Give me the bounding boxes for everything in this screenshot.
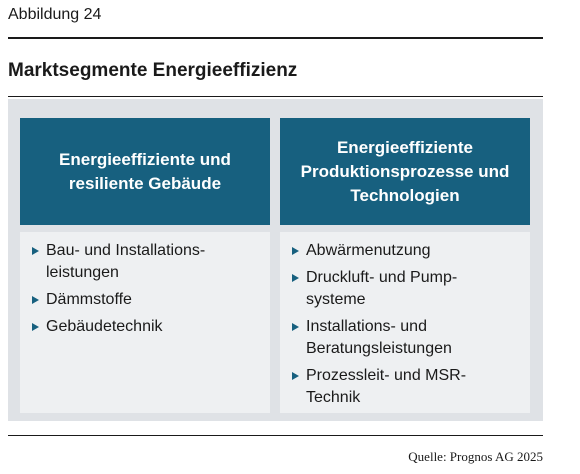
- figure-label: Abbildung 24: [8, 6, 102, 23]
- rule: [8, 435, 543, 436]
- rule: [8, 96, 543, 97]
- title: Marktsegmente Energieeffizienz: [8, 60, 298, 81]
- column-heading: Energieeffiziente Produktionsprozesse un…: [280, 118, 530, 225]
- list-item: Prozessleit- und MSR- Technik: [290, 365, 520, 409]
- source: Quelle: Prognos AG 2025: [408, 449, 543, 464]
- rule: [8, 37, 543, 39]
- list-item: Gebäudetechnik: [30, 316, 260, 338]
- column: Energieeffiziente Produktionsprozesse un…: [280, 118, 530, 413]
- list-item: Dämmstoffe: [30, 289, 260, 311]
- list-item: Druckluft- und Pump- systeme: [290, 267, 520, 311]
- column: Energieeffiziente und resiliente Gebäude…: [20, 118, 270, 413]
- item-list: Abwärmenutzung Druckluft- und Pump- syste…: [280, 232, 530, 413]
- list-item: Installations- und Beratungsleistungen: [290, 316, 520, 360]
- list-item: Abwärmenutzung: [290, 240, 520, 262]
- item-list: Bau- und Installations- leistungen Dämmst…: [20, 232, 270, 413]
- list-item: Bau- und Installations- leistungen: [30, 240, 260, 284]
- column-heading: Energieeffiziente und resiliente Gebäude: [20, 118, 270, 225]
